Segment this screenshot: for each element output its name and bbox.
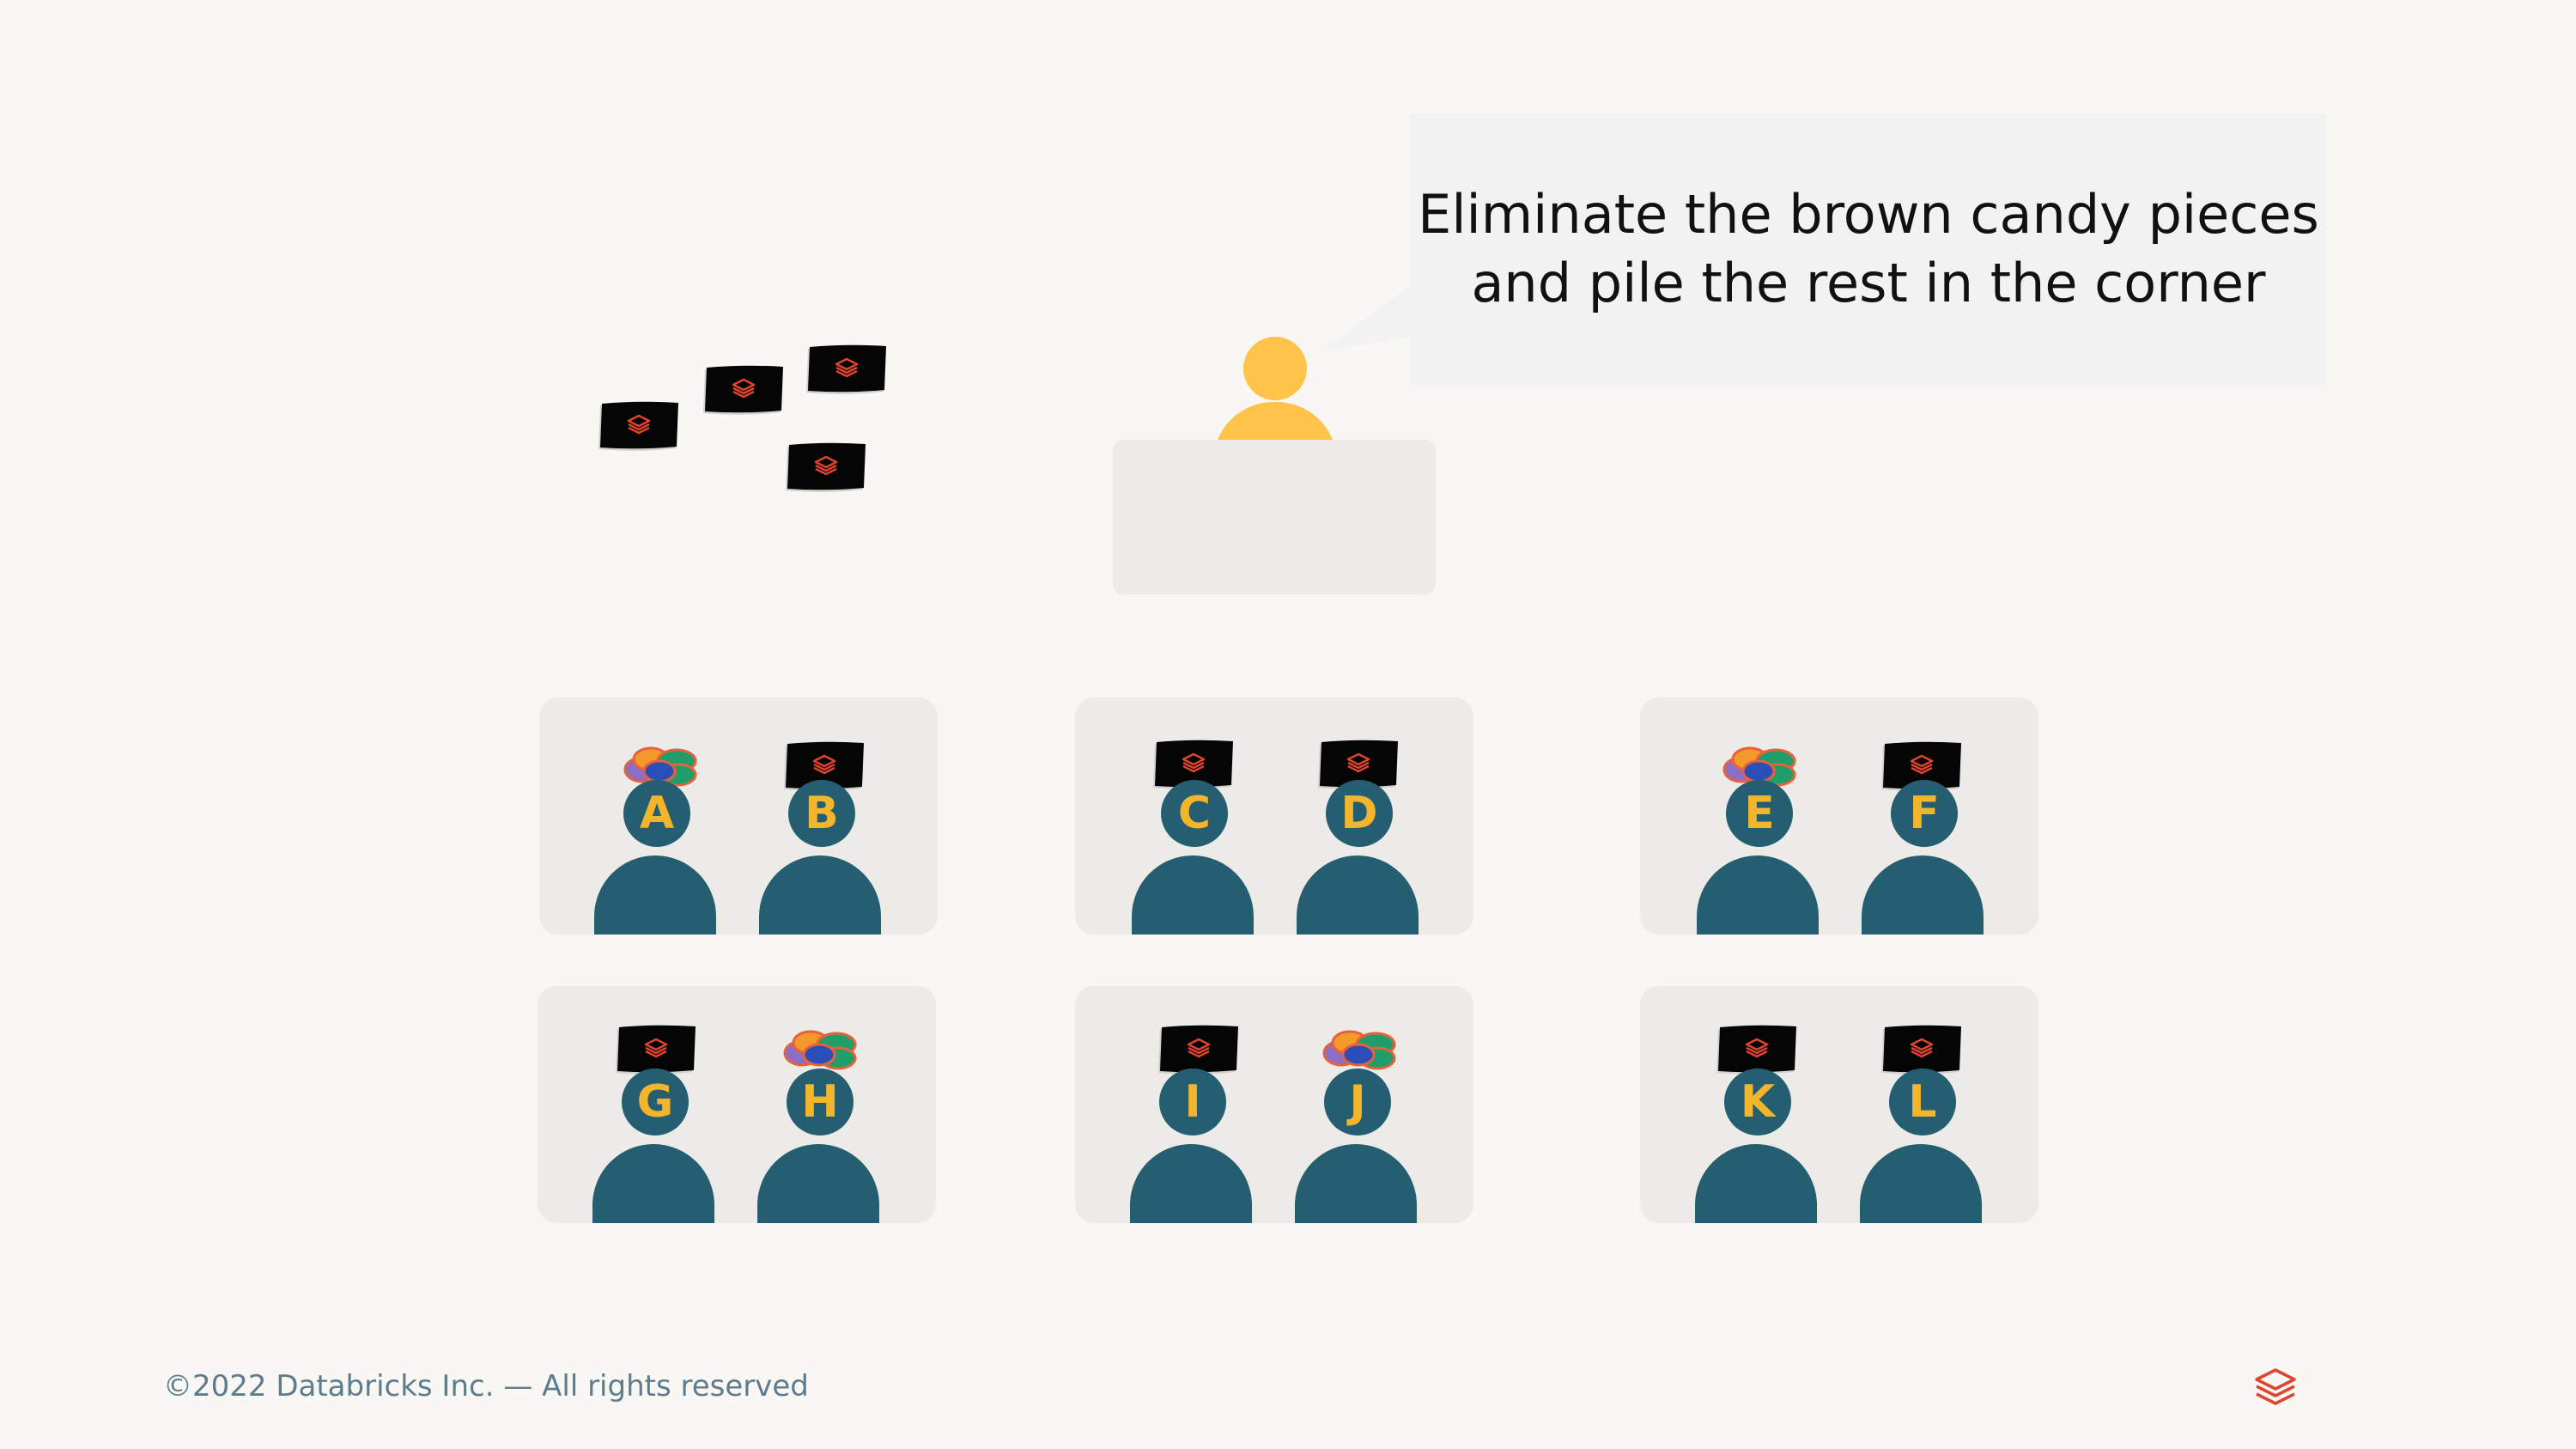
corner-pile-candy-icon — [596, 400, 682, 454]
student-body — [594, 855, 716, 935]
colorful-candy-icon — [1315, 1024, 1401, 1077]
corner-pile-candy-icon — [701, 364, 787, 417]
student-letter: J — [1324, 1068, 1391, 1135]
black-candy-icon — [1879, 740, 1965, 794]
student-table-5: I J — [1075, 986, 1473, 1223]
student-letter: G — [622, 1068, 689, 1135]
student-body — [1297, 855, 1419, 935]
student-i: I — [1130, 1068, 1259, 1223]
student-table-3: E F — [1640, 697, 2038, 935]
student-h: H — [757, 1068, 886, 1223]
student-table-6: K L — [1640, 986, 2038, 1223]
student-k: K — [1695, 1068, 1824, 1223]
student-body — [759, 855, 881, 935]
student-table-4: G H — [538, 986, 936, 1223]
student-body — [592, 1144, 714, 1223]
student-f: F — [1862, 780, 1990, 935]
student-a: A — [594, 780, 723, 935]
student-d: D — [1297, 780, 1425, 935]
instruction-line-2: and pile the rest in the corner — [1471, 252, 2266, 314]
student-letter: L — [1889, 1068, 1956, 1135]
student-letter: H — [787, 1068, 854, 1135]
student-b: B — [759, 780, 888, 935]
student-letter: D — [1326, 780, 1393, 847]
student-body — [1295, 1144, 1417, 1223]
black-candy-icon — [1714, 1024, 1800, 1077]
student-letter: A — [623, 780, 690, 847]
student-letter: F — [1891, 780, 1958, 847]
speech-bubble-tail — [1322, 275, 1425, 350]
colorful-candy-icon — [776, 1024, 862, 1077]
student-body — [1860, 1144, 1982, 1223]
black-candy-icon — [1315, 739, 1401, 792]
student-j: J — [1295, 1068, 1424, 1223]
student-table-2: C D — [1075, 697, 1473, 935]
black-candy-icon — [1156, 1024, 1242, 1077]
copyright-footer: ©2022 Databricks Inc. — All rights reser… — [163, 1369, 809, 1403]
student-l: L — [1860, 1068, 1989, 1223]
student-table-1: A B — [539, 697, 938, 935]
student-body — [1132, 855, 1254, 935]
student-body — [1697, 855, 1819, 935]
instruction-text: Eliminate the brown candy pieces and pil… — [1410, 180, 2327, 318]
colorful-candy-icon — [1716, 740, 1801, 794]
student-letter: B — [788, 780, 855, 847]
student-letter: K — [1724, 1068, 1791, 1135]
student-body — [1695, 1144, 1817, 1223]
black-candy-icon — [1151, 739, 1236, 792]
instructor-head — [1243, 337, 1307, 400]
student-g: G — [592, 1068, 721, 1223]
black-candy-icon — [781, 740, 867, 794]
student-letter: I — [1159, 1068, 1226, 1135]
student-letter: C — [1161, 780, 1228, 847]
databricks-logo-icon — [2255, 1368, 2296, 1405]
student-body — [1862, 855, 1984, 935]
black-candy-icon — [613, 1024, 699, 1077]
corner-pile-candy-icon — [804, 344, 890, 397]
student-letter: E — [1726, 780, 1793, 847]
instructor-desk — [1113, 440, 1436, 594]
speech-bubble: Eliminate the brown candy pieces and pil… — [1410, 113, 2327, 385]
student-c: C — [1132, 780, 1261, 935]
student-body — [1130, 1144, 1252, 1223]
colorful-candy-icon — [617, 740, 702, 794]
instruction-line-1: Eliminate the brown candy pieces — [1418, 183, 2319, 246]
student-body — [757, 1144, 879, 1223]
black-candy-icon — [1879, 1024, 1965, 1077]
corner-pile-candy-icon — [783, 441, 869, 495]
student-e: E — [1697, 780, 1826, 935]
